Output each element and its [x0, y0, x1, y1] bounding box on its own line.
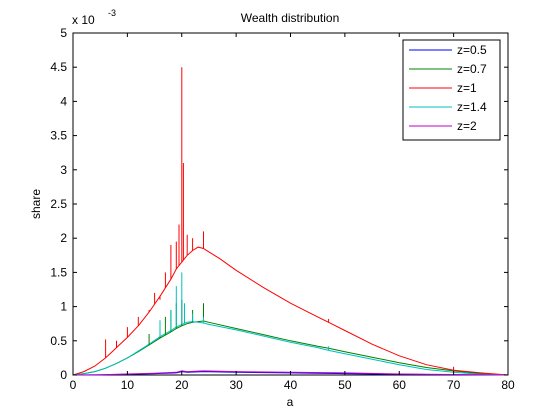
x-tick-label-7: 70 — [447, 378, 461, 392]
x-tick-label-2: 20 — [175, 378, 189, 392]
legend-label-2: z=1 — [457, 81, 477, 95]
x-tick-label-1: 10 — [121, 378, 135, 392]
y-tick-label-1: 0.5 — [50, 334, 67, 348]
y-tick-label-7: 3.5 — [50, 129, 67, 143]
y-tick-label-5: 2.5 — [50, 197, 67, 211]
x-axis-label: a — [287, 395, 294, 409]
spike-layer — [105, 67, 455, 371]
x-tick-label-6: 60 — [393, 378, 407, 392]
legend-label-1: z=0.7 — [457, 62, 487, 76]
series-line-4 — [72, 370, 509, 376]
y-scale-exponent: -3 — [108, 8, 116, 18]
series-line-3 — [72, 321, 509, 376]
series-line-2 — [72, 246, 509, 376]
legend-label-3: z=1.4 — [457, 100, 487, 114]
y-axis-label: share — [29, 189, 43, 219]
y-tick-label-4: 2 — [60, 231, 67, 245]
x-tick-label-3: 30 — [229, 378, 243, 392]
y-tick-label-6: 3 — [60, 163, 67, 177]
y-axis-ticks: 0 0.5 1 1.5 2 2.5 3 3.5 4 4.5 5 — [50, 26, 508, 382]
x-axis-ticks: 0 10 20 30 40 50 60 70 80 — [70, 33, 515, 392]
y-tick-label-2: 1 — [60, 300, 67, 314]
chart-title: Wealth distribution — [241, 11, 340, 25]
legend-label-4: z=2 — [457, 119, 477, 133]
y-tick-label-10: 5 — [60, 26, 67, 40]
series-layer — [72, 246, 509, 376]
y-tick-label-9: 4.5 — [50, 60, 67, 74]
x-tick-label-4: 40 — [284, 378, 298, 392]
y-axis-scale-label: x 10 -3 — [72, 8, 116, 27]
y-tick-label-0: 0 — [60, 368, 67, 382]
y-scale-base: x 10 — [72, 13, 95, 27]
legend-items: z=0.5 z=0.7 z=1 z=1.4 z=2 — [409, 43, 487, 133]
legend-label-0: z=0.5 — [457, 43, 487, 57]
y-tick-label-3: 1.5 — [50, 265, 67, 279]
legend-box — [402, 39, 501, 141]
x-tick-label-0: 0 — [70, 378, 77, 392]
x-tick-label-5: 50 — [338, 378, 352, 392]
x-tick-label-8: 80 — [501, 378, 515, 392]
y-tick-label-8: 4 — [60, 94, 67, 108]
legend: z=0.5 z=0.7 z=1 z=1.4 z=2 — [402, 39, 501, 141]
